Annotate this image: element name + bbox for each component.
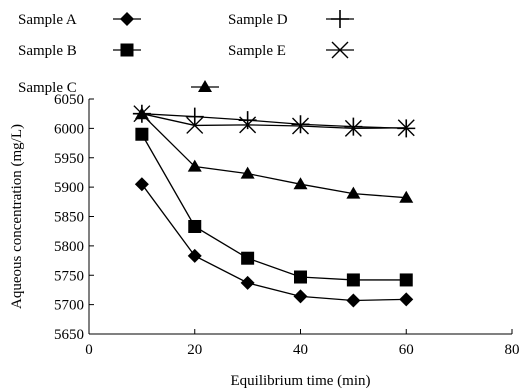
series-line-sample-a bbox=[141, 183, 407, 302]
data-point-sample-d bbox=[185, 107, 204, 126]
legend-label-sample-e: Sample E bbox=[228, 43, 286, 59]
y-tick-label: 5750 bbox=[54, 268, 84, 284]
data-point-sample-e bbox=[186, 116, 204, 134]
data-point-sample-b bbox=[399, 273, 413, 287]
data-point-sample-c bbox=[240, 166, 255, 179]
data-point-sample-b bbox=[135, 127, 149, 141]
y-tick-label: 5700 bbox=[54, 298, 84, 314]
data-point-sample-a bbox=[346, 293, 361, 308]
x-tick-label: 80 bbox=[505, 342, 520, 358]
x-tick-label: 0 bbox=[85, 342, 93, 358]
legend: Sample A Sample B Sample C Sample D Sample E bbox=[18, 10, 354, 96]
data-point-sample-b bbox=[241, 251, 255, 265]
legend-label-sample-b: Sample B bbox=[18, 43, 77, 59]
data-point-sample-d bbox=[238, 111, 257, 130]
data-point-sample-a bbox=[240, 275, 255, 290]
data-point-sample-a bbox=[187, 248, 202, 263]
data-point-sample-b bbox=[188, 219, 202, 233]
x-tick-label: 20 bbox=[187, 342, 202, 358]
y-tick-label: 5900 bbox=[54, 180, 84, 196]
legend-marker-sample-c bbox=[198, 80, 212, 92]
data-point-sample-e bbox=[239, 116, 257, 134]
legend-label-sample-d: Sample D bbox=[228, 12, 288, 28]
y-tick-label: 5950 bbox=[54, 151, 84, 167]
data-point-sample-d bbox=[344, 117, 363, 136]
series-line-sample-c bbox=[141, 113, 407, 199]
legend-label-sample-a: Sample A bbox=[18, 12, 77, 28]
data-point-sample-e bbox=[397, 119, 415, 137]
y-tick-label: 6000 bbox=[54, 121, 84, 137]
data-point-sample-a bbox=[399, 292, 414, 307]
data-point-sample-e bbox=[292, 117, 309, 135]
plot-lines bbox=[141, 113, 407, 302]
y-tick-label: 5650 bbox=[54, 327, 84, 343]
series-line-sample-e bbox=[141, 113, 407, 130]
data-point-sample-e bbox=[133, 105, 151, 123]
series-line-sample-b bbox=[141, 133, 407, 281]
legend-marker-sample-b bbox=[120, 43, 134, 57]
data-point-sample-c bbox=[293, 177, 308, 190]
data-point-sample-b bbox=[346, 273, 360, 287]
data-point-sample-b bbox=[294, 270, 307, 284]
y-tick-label: 5850 bbox=[54, 210, 84, 226]
data-point-sample-c bbox=[187, 159, 202, 172]
legend-label-sample-c: Sample C bbox=[18, 80, 77, 96]
axes: 0 20 40 60 80 5650 5700 5750 5800 5850 5900 5950 60… bbox=[54, 92, 520, 358]
plot-markers bbox=[132, 104, 416, 308]
data-point-sample-a bbox=[134, 177, 149, 192]
data-point-sample-d bbox=[291, 115, 310, 134]
series-line-sample-d bbox=[141, 113, 407, 130]
data-point-sample-e bbox=[344, 119, 362, 137]
legend-marker-sample-e bbox=[331, 41, 349, 59]
data-point-sample-c bbox=[346, 186, 361, 199]
y-ticks: 5650 5700 5750 5800 5850 5900 5950 6000 6050 bbox=[54, 92, 94, 343]
y-tick-label: 6050 bbox=[54, 92, 84, 108]
y-tick-label: 5800 bbox=[54, 239, 84, 255]
data-point-sample-c bbox=[399, 190, 414, 203]
x-ticks: 0 20 40 60 80 bbox=[85, 329, 520, 358]
x-axis-title: Equilibrium time (min) bbox=[231, 373, 371, 388]
x-tick-label: 60 bbox=[399, 342, 414, 358]
x-tick-label: 40 bbox=[293, 342, 308, 358]
legend-marker-sample-d bbox=[331, 10, 349, 28]
y-axis-title: Aqueous concentration (mg/L) bbox=[9, 124, 25, 309]
legend-marker-sample-a bbox=[120, 12, 134, 26]
data-point-sample-a bbox=[293, 289, 308, 304]
